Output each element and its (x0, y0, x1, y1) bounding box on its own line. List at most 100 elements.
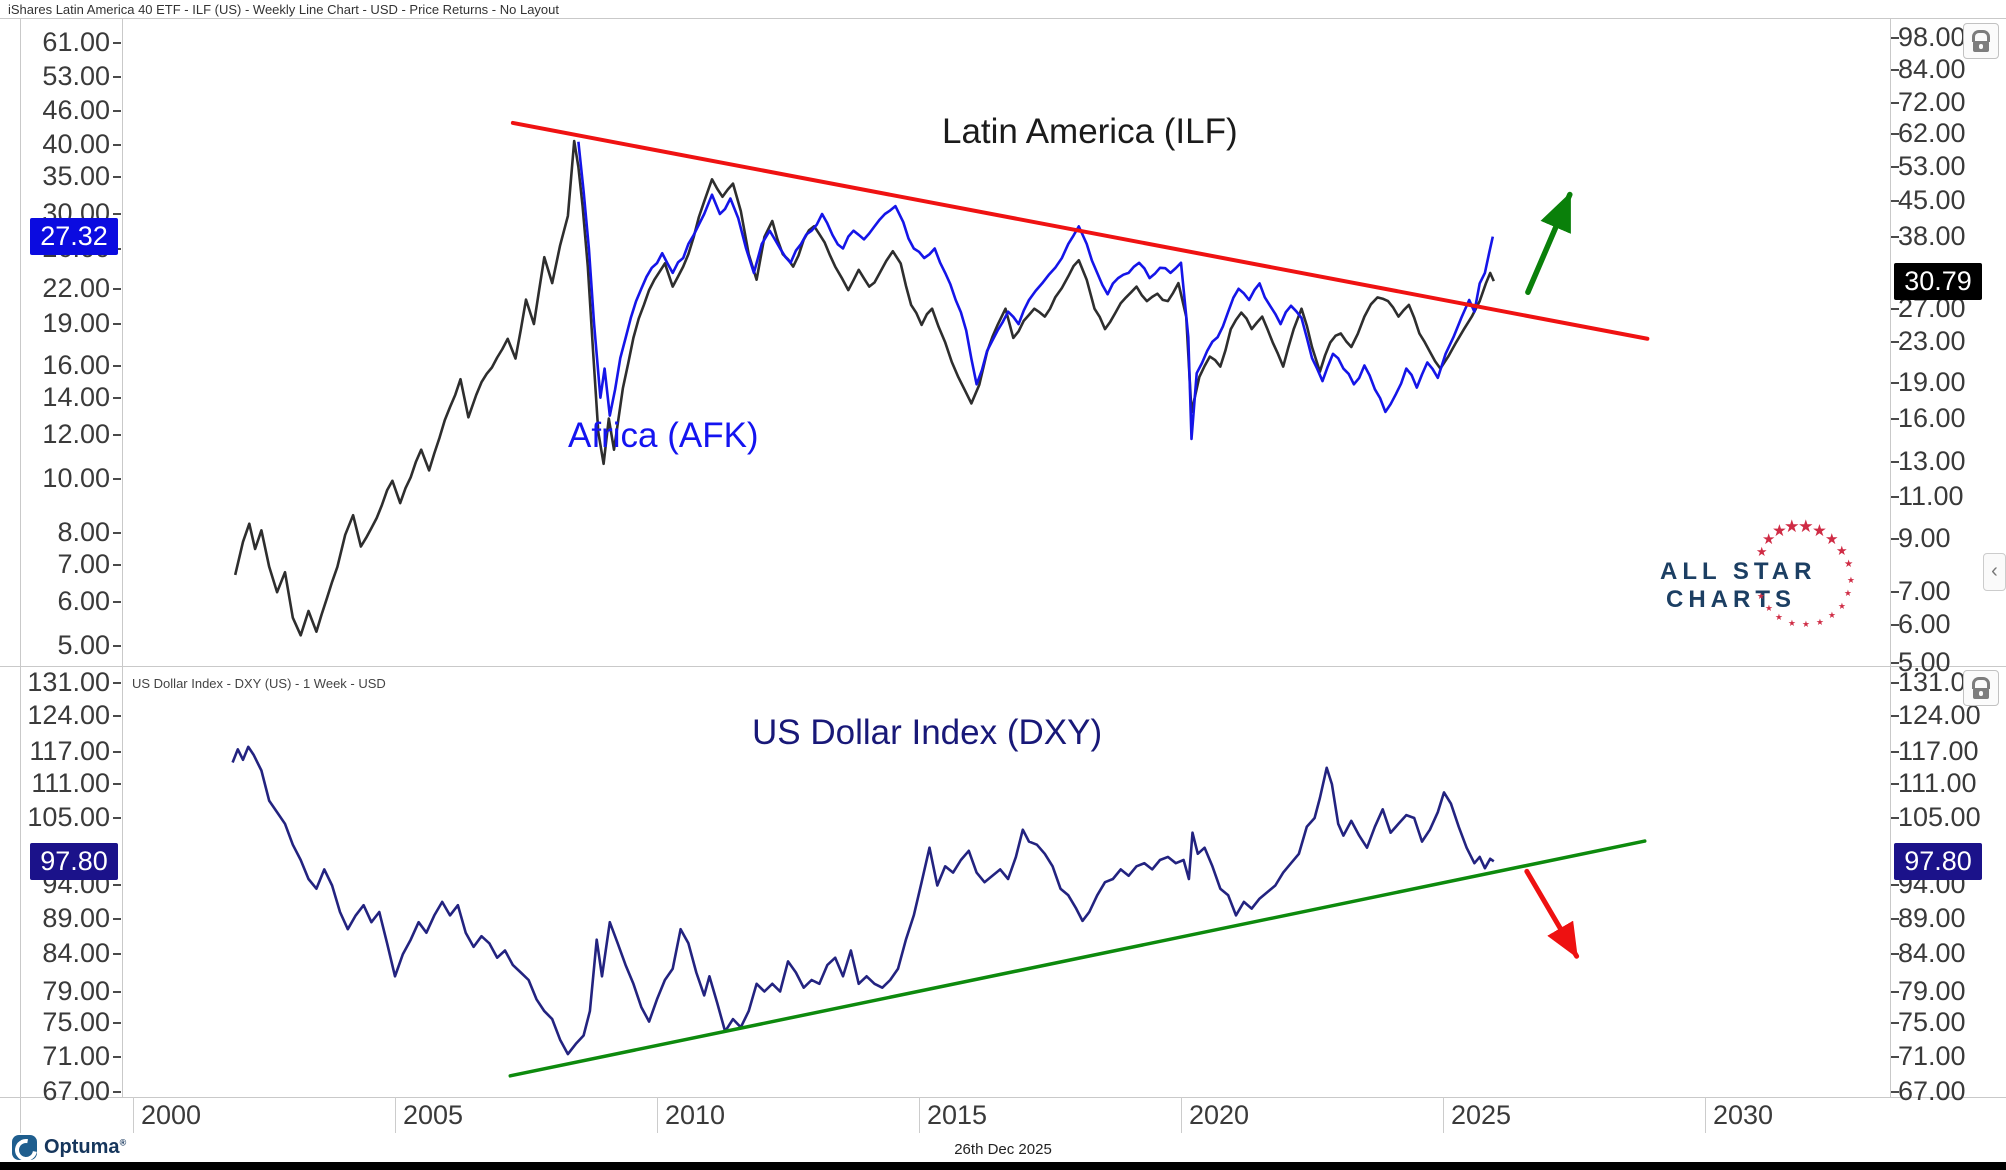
y-axis-tick-mark (113, 1022, 121, 1024)
lock-icon (1972, 30, 1990, 42)
breakout-up-arrow[interactable] (1525, 191, 1573, 296)
y-axis-tick-mark (1891, 382, 1899, 384)
y-axis-tick-mark (1891, 341, 1899, 343)
y-axis-tick-label: 16.00 (42, 350, 110, 380)
left-axis-outer-border (20, 18, 21, 1133)
star-icon: ★ (1756, 544, 1768, 559)
y-axis-tick-label: 105.00 (27, 802, 110, 832)
plot-right-border (1890, 18, 1891, 1097)
star-icon: ★ (1757, 591, 1765, 601)
chart-title-bar: iShares Latin America 40 ETF - ILF (US) … (8, 2, 559, 17)
y-axis-tick-mark (113, 1091, 121, 1093)
y-axis-tick-label: 45.00 (1898, 185, 1966, 215)
x-axis-band-top (0, 1097, 2006, 1098)
y-axis-tick-mark (113, 918, 121, 920)
last-price-badge: 30.79 (1894, 263, 1982, 300)
y-axis-tick-mark (113, 645, 121, 647)
y-axis-tick-mark (1891, 1091, 1899, 1093)
y-axis-tick-label: 89.00 (1898, 903, 1966, 933)
y-axis-tick-label: 16.00 (1898, 403, 1966, 433)
y-axis-tick-label: 22.00 (42, 273, 110, 303)
y-axis-tick-label: 19.00 (1898, 367, 1966, 397)
y-axis-tick-label: 79.00 (42, 976, 110, 1006)
y-axis-tick-label: 75.00 (1898, 1007, 1966, 1037)
downtrend-resistance[interactable] (510, 120, 1650, 341)
star-icon: ★ (1836, 543, 1848, 558)
footer-bar: Optuma® 26th Dec 2025 (0, 1133, 2006, 1162)
y-axis-tick-mark (1891, 133, 1899, 135)
x-axis-year-label: 2000 (141, 1100, 202, 1130)
y-axis-tick-mark (1891, 461, 1899, 463)
star-icon: ★ (1847, 575, 1855, 585)
y-axis-tick-label: 23.00 (1898, 326, 1966, 356)
y-axis-tick-mark (1891, 37, 1899, 39)
y-axis-tick-label: 84.00 (1898, 938, 1966, 968)
y-axis-tick-label: 61.00 (42, 27, 110, 57)
y-axis-tick-mark (1891, 1056, 1899, 1058)
dxy-panel-header: US Dollar Index - DXY (US) - 1 Week - US… (132, 676, 386, 691)
y-axis-tick-mark (1891, 496, 1899, 498)
x-axis-year-label: 2025 (1451, 1100, 1512, 1130)
last-price-badge: 97.80 (30, 843, 118, 880)
x-axis-tick-line (1443, 1097, 1444, 1133)
y-axis-tick-mark (113, 783, 121, 785)
y-axis-tick-label: 14.00 (42, 382, 110, 412)
uptrend-support[interactable] (508, 839, 1647, 1078)
star-icon: ★ (1772, 522, 1787, 540)
y-axis-tick-label: 67.00 (42, 1076, 110, 1106)
star-icon: ★ (1828, 610, 1836, 620)
y-axis-tick-label: 10.00 (42, 463, 110, 493)
star-icon: ★ (1825, 531, 1839, 548)
star-icon: ★ (1844, 588, 1852, 598)
optuma-brand: Optuma® (44, 1136, 127, 1158)
price-line-afk[interactable] (577, 141, 1495, 441)
x-axis-year-label: 2020 (1189, 1100, 1250, 1130)
y-axis-tick-mark (1891, 751, 1899, 753)
y-axis-tick-mark (113, 76, 121, 78)
y-axis-tick-label: 5.00 (1898, 647, 1951, 677)
star-icon: ★ (1798, 516, 1814, 536)
y-axis-tick-mark (113, 478, 121, 480)
y-axis-tick-label: 6.00 (1898, 609, 1951, 639)
series-label-ilf[interactable]: Latin America (ILF) (942, 112, 1238, 151)
y-axis-tick-mark (1891, 817, 1899, 819)
chevron-left-icon[interactable]: ‹ (1983, 553, 2006, 591)
x-axis-tick-line (657, 1097, 658, 1133)
y-axis-tick-mark (113, 176, 121, 178)
plot-left-border (122, 18, 123, 1097)
price-line-dxy[interactable] (231, 745, 1495, 1056)
y-axis-tick-label: 13.00 (1898, 446, 1966, 476)
top-axis-lock-button[interactable] (1963, 23, 1999, 59)
x-axis-tick-line (1705, 1097, 1706, 1133)
y-axis-tick-mark (113, 751, 121, 753)
y-axis-tick-label: 79.00 (1898, 976, 1966, 1006)
y-axis-tick-mark (113, 397, 121, 399)
bottom-black-bar (0, 1162, 2006, 1170)
y-axis-tick-label: 53.00 (1898, 151, 1966, 181)
star-icon: ★ (1816, 617, 1824, 627)
y-axis-tick-label: 12.00 (42, 419, 110, 449)
y-axis-tick-mark (1891, 102, 1899, 104)
y-axis-tick-mark (113, 601, 121, 603)
y-axis-tick-label: 67.00 (1898, 1076, 1966, 1106)
y-axis-tick-mark (113, 144, 121, 146)
x-axis-tick-line (1181, 1097, 1182, 1133)
y-axis-tick-mark (1891, 715, 1899, 717)
bottom-axis-lock-button[interactable] (1963, 670, 1999, 706)
y-axis-tick-mark (1891, 538, 1899, 540)
series-label-afk[interactable]: Africa (AFK) (568, 416, 759, 455)
y-axis-tick-label: 117.00 (29, 736, 110, 766)
y-axis-tick-label: 62.00 (1898, 118, 1966, 148)
y-axis-tick-mark (113, 110, 121, 112)
breakdown-down-arrow[interactable] (1524, 868, 1580, 959)
y-axis-tick-label: 84.00 (42, 938, 110, 968)
price-line-ilf[interactable] (233, 139, 1495, 637)
y-axis-tick-label: 71.00 (42, 1041, 110, 1071)
all-star-charts-logo: ALL STAR CHARTS ★ ★ ★ ★ ★ ★ ★ ★ ★ ★ ★ ★ ★ ★ ★ ★ ★ ★ ★ (1652, 516, 1867, 648)
series-label-dxy[interactable]: US Dollar Index (DXY) (752, 713, 1103, 752)
y-axis-tick-mark (1891, 591, 1899, 593)
watermark-text: CHARTS (1666, 586, 1796, 613)
y-axis-tick-mark (1891, 166, 1899, 168)
y-axis-tick-label: 117.00 (1898, 736, 1979, 766)
